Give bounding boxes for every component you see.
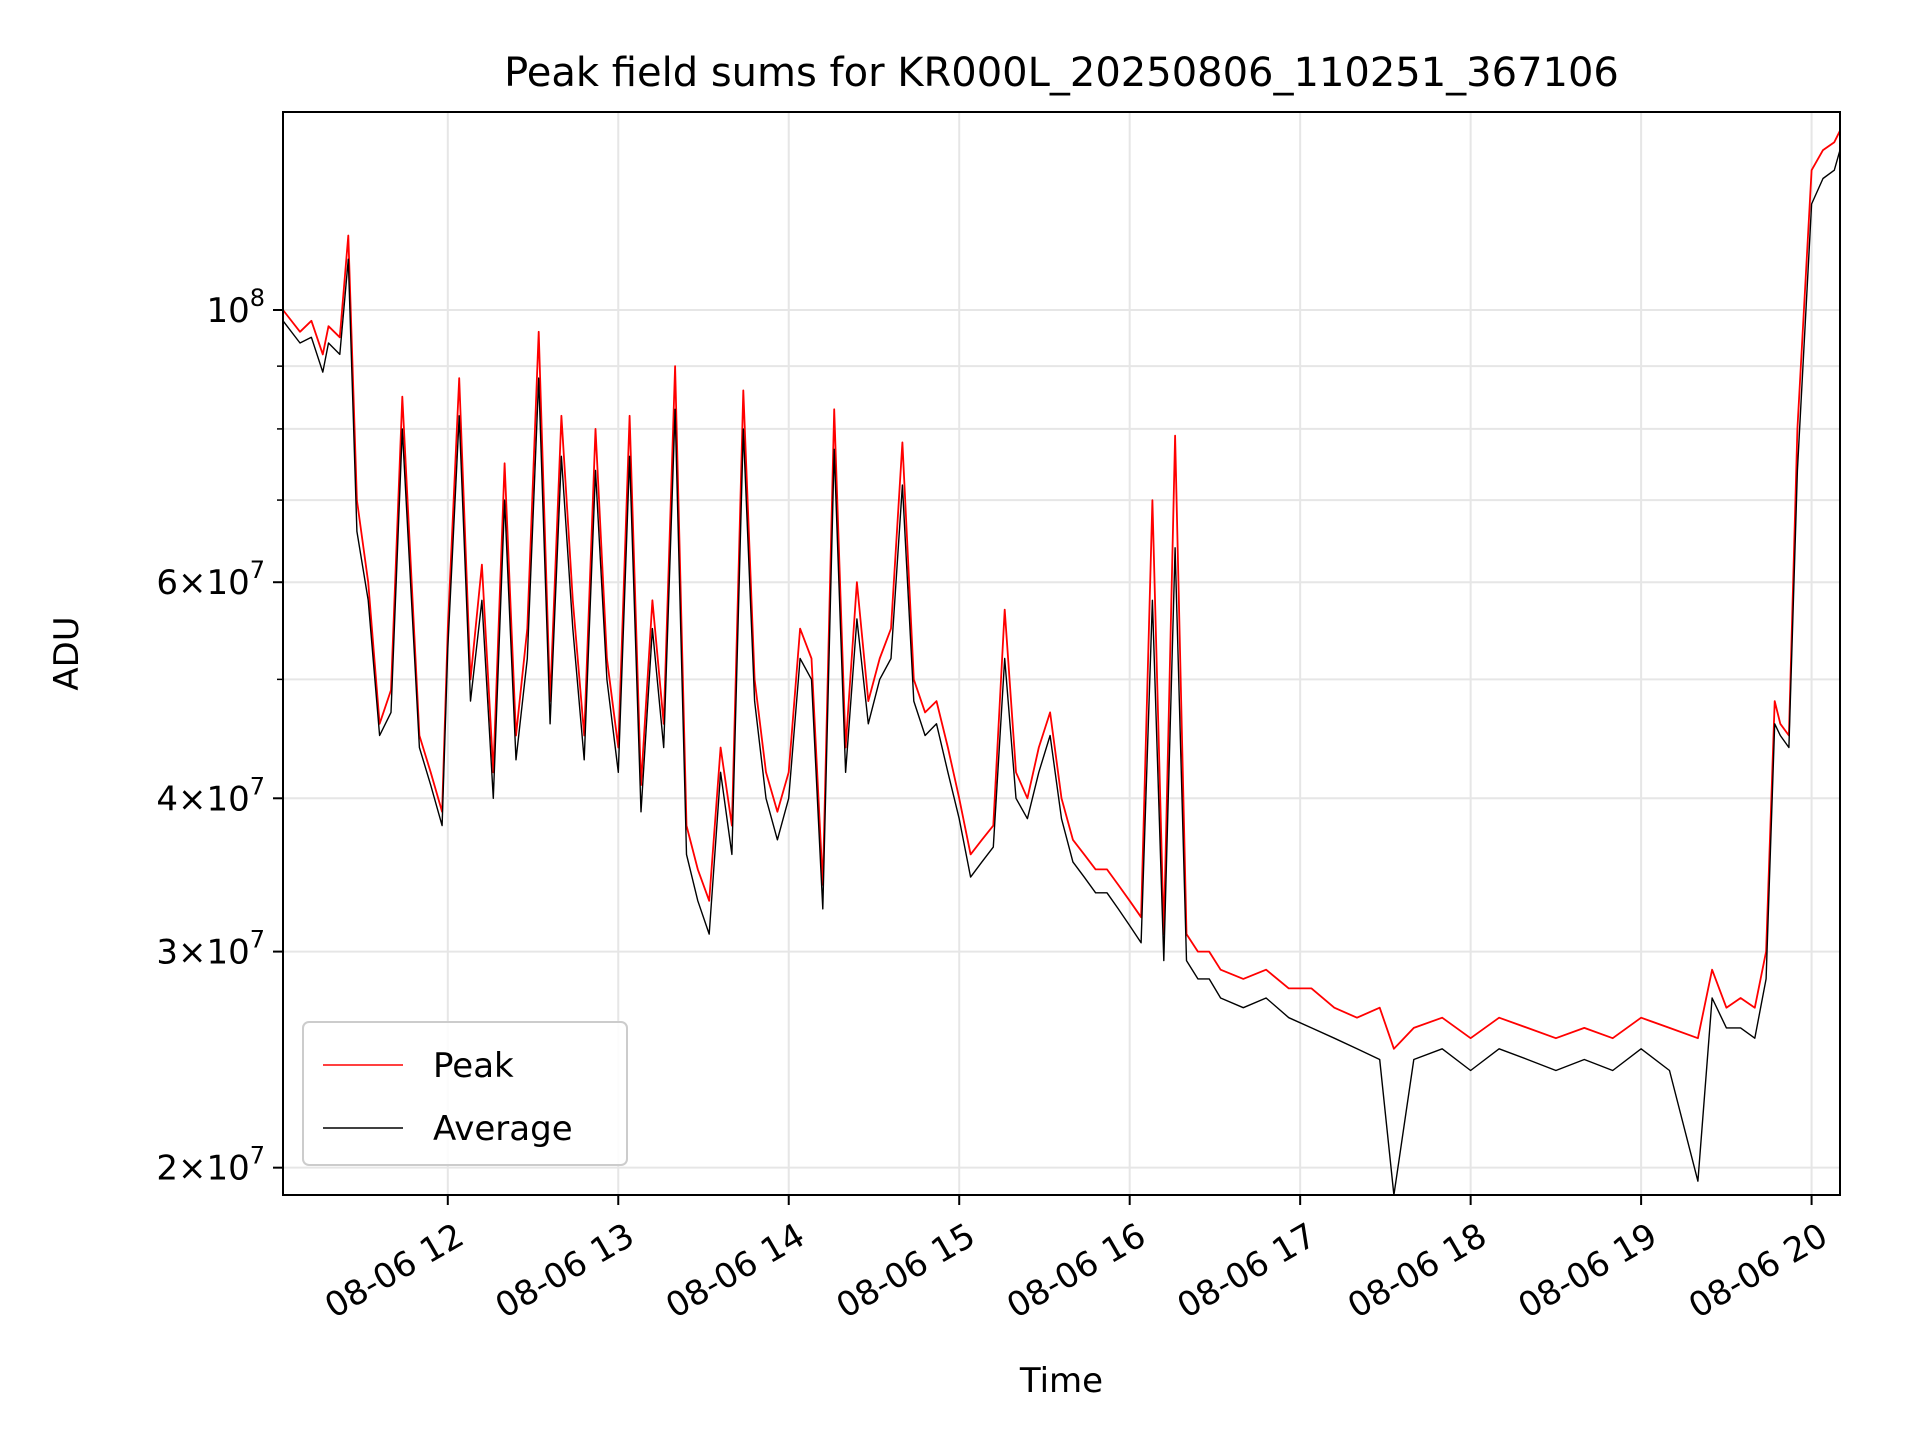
x-tick-label: 08-06 14 xyxy=(659,1216,811,1327)
y-axis-label: ADU xyxy=(47,616,87,690)
x-tick-label: 08-06 12 xyxy=(318,1216,470,1327)
legend-label-peak: Peak xyxy=(433,1046,514,1086)
plot-frame xyxy=(282,111,1841,1196)
legend-box xyxy=(302,1021,628,1166)
series-lines xyxy=(282,130,1841,1196)
x-tick-label: 08-06 15 xyxy=(830,1216,982,1327)
chart-title: Peak field sums for KR000L_20250806_1102… xyxy=(504,50,1619,96)
y-tick-label: 3×107 xyxy=(156,926,265,973)
x-tick-label: 08-06 13 xyxy=(489,1216,641,1327)
series-line-average xyxy=(282,149,1841,1196)
x-tick-label: 08-06 19 xyxy=(1512,1216,1664,1327)
series-line-peak xyxy=(282,130,1841,1050)
y-axis: 2×107 3×107 4×107 6×107 108 xyxy=(156,284,283,1189)
plot-area xyxy=(283,112,1840,1195)
legend: Peak Average xyxy=(302,1021,628,1166)
y-tick-label: 108 xyxy=(206,284,265,331)
y-tick-label: 2×107 xyxy=(156,1142,265,1189)
x-tick-label: 08-06 17 xyxy=(1171,1216,1323,1327)
x-tick-label: 08-06 16 xyxy=(1000,1216,1152,1327)
x-axis: 08-06 12 08-06 13 08-06 14 08-06 15 08-06 16… xyxy=(318,1195,1834,1327)
x-tick-label: 08-06 20 xyxy=(1682,1216,1834,1327)
x-tick-label: 08-06 18 xyxy=(1341,1216,1493,1327)
legend-label-average: Average xyxy=(433,1109,573,1149)
x-axis-label: Time xyxy=(1019,1361,1103,1401)
y-tick-label: 6×107 xyxy=(156,556,265,603)
y-tick-label: 4×107 xyxy=(156,772,265,819)
